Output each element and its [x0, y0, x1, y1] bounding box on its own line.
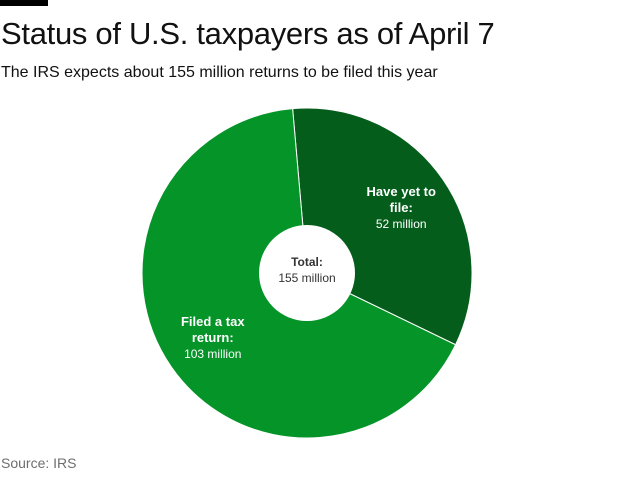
- slice-name-label: file:: [390, 200, 413, 215]
- center-label-title: Total:: [291, 255, 323, 269]
- chart-subtitle: The IRS expects about 155 million return…: [1, 64, 438, 81]
- slice-name-label: Filed a tax: [181, 314, 245, 329]
- chart-title: Status of U.S. taxpayers as of April 7: [1, 16, 495, 51]
- source-note: Source: IRS: [1, 455, 77, 471]
- donut-hole: [259, 225, 355, 321]
- center-label: Total: 155 million: [278, 255, 335, 285]
- top-accent-bar: [0, 0, 48, 6]
- slice-value-label: 52 million: [376, 217, 427, 231]
- slice-value-label: 103 million: [184, 347, 241, 361]
- slice-name-label: Have yet to: [367, 184, 436, 199]
- center-label-value: 155 million: [278, 271, 335, 285]
- slice-name-label: return:: [192, 330, 234, 345]
